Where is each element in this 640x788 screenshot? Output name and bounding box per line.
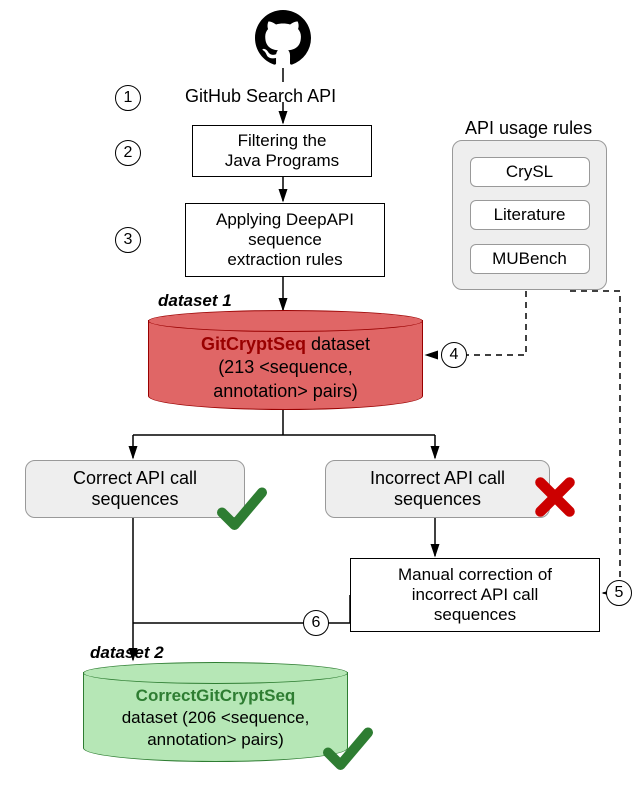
step-5-number: 5 — [606, 580, 632, 606]
deepapi-box: Applying DeepAPI sequence extraction rul… — [185, 203, 385, 277]
github-icon — [255, 10, 311, 66]
step-4-number: 4 — [441, 342, 467, 368]
github-search-label: GitHub Search API — [185, 86, 336, 107]
step-6-number: 6 — [303, 610, 329, 636]
correctgitcryptseq-cylinder: CorrectGitCryptSeq dataset (206 <sequenc… — [83, 672, 348, 762]
api-rules-box: CrySL Literature MUBench — [452, 140, 607, 290]
manual-correction-box: Manual correction of incorrect API call … — [350, 558, 600, 632]
gitcryptseq-cylinder: GitCryptSeq dataset (213 <sequence, anno… — [148, 320, 423, 410]
literature-item: Literature — [470, 200, 590, 230]
step-3-number: 3 — [115, 227, 141, 253]
filter-box: Filtering the Java Programs — [192, 125, 372, 177]
dataset2-label: dataset 2 — [90, 643, 164, 663]
api-rules-label: API usage rules — [465, 118, 592, 139]
crysl-item: CrySL — [470, 157, 590, 187]
incorrect-box: Incorrect API call sequences — [325, 460, 550, 518]
dataset1-label: dataset 1 — [158, 291, 232, 311]
mubench-item: MUBench — [470, 244, 590, 274]
step-1-number: 1 — [115, 85, 141, 111]
step-2-number: 2 — [115, 140, 141, 166]
